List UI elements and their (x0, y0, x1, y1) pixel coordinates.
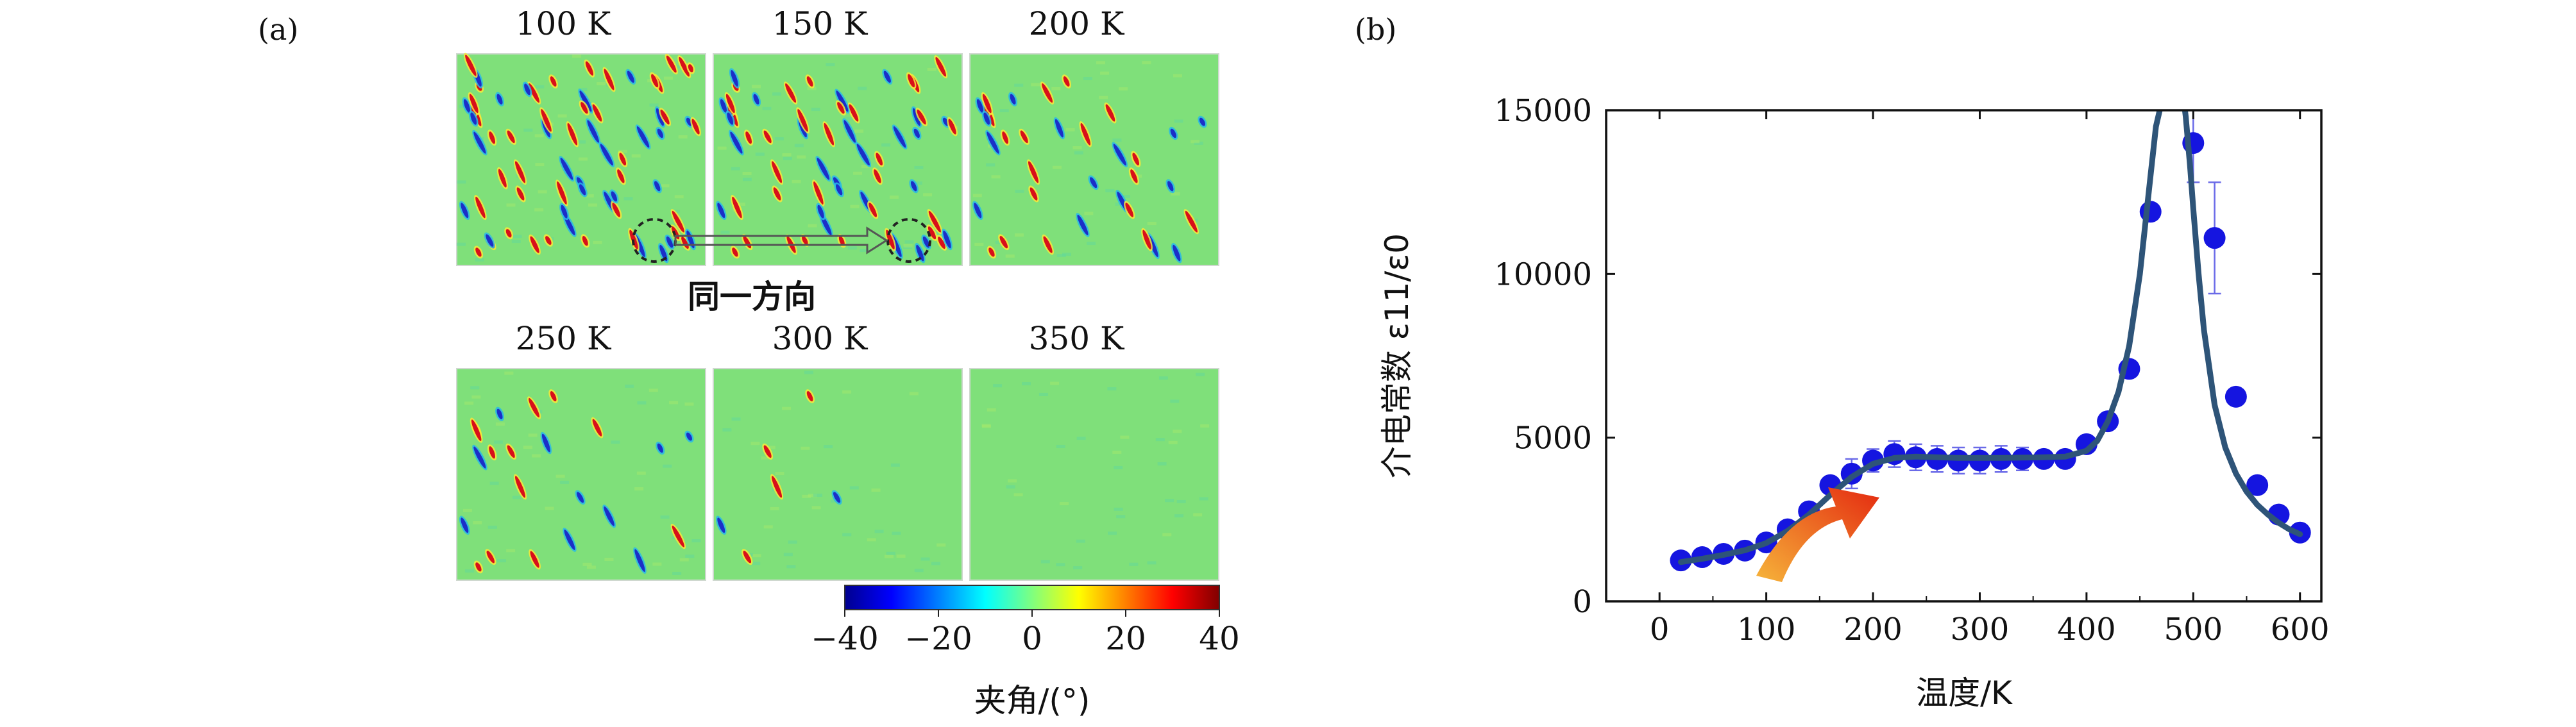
temperature-label-300k: 300 K (772, 320, 869, 357)
x-tick-label: 600 (2271, 612, 2330, 648)
same-direction-label: 同一方向 (688, 278, 816, 315)
same-direction-arrow (674, 226, 888, 255)
colorbar-tick-label: 0 (1022, 620, 1042, 657)
data-point (2246, 474, 2269, 496)
x-axis-ticks: 0 100 200 300 400 500 600 (1650, 110, 2330, 648)
domain-map-3 (456, 368, 706, 581)
y-axis-ticks: 0 5000 10000 15000 (1494, 93, 2321, 620)
chart-series (1670, 110, 2311, 572)
domain-map-0 (456, 53, 706, 266)
trend-arrow (1756, 487, 1879, 582)
colorbar-tick-label: −20 (904, 620, 972, 657)
y-tick-label: 5000 (1514, 421, 1592, 456)
temperature-label-150k: 150 K (772, 5, 869, 42)
temperature-label-250k: 250 K (516, 320, 612, 357)
panel-a: (a) 100 K 150 K 200 K 250 K 300 K 350 K … (258, 5, 1240, 719)
domain-map-5 (969, 368, 1219, 581)
domain-map-2 (969, 53, 1219, 266)
colorbar-ticks: −40 −20 0 20 40 (811, 610, 1240, 657)
panel-b-label: (b) (1355, 12, 1396, 47)
plot-frame (1605, 109, 2323, 603)
colorbar-title: 夹角/(°) (974, 682, 1090, 719)
colorbar (844, 585, 1220, 610)
y-tick-label: 15000 (1494, 93, 1592, 129)
x-tick-label: 300 (1951, 612, 2010, 648)
domain-map-4 (713, 368, 963, 581)
data-point (2203, 227, 2226, 249)
x-tick-label: 500 (2164, 612, 2223, 648)
x-axis-label: 温度/K (1916, 674, 2013, 712)
panel-a-label: (a) (258, 12, 298, 47)
y-axis-label: 介电常数 ε11/ε0 (1378, 233, 1416, 478)
temperature-label-100k: 100 K (516, 5, 612, 42)
y-tick-label: 0 (1572, 584, 1592, 620)
x-tick-label: 0 (1650, 612, 1670, 648)
same-direction-marker (632, 218, 931, 263)
colorbar-tick-label: 20 (1105, 620, 1146, 657)
y-tick-label: 10000 (1494, 256, 1592, 292)
fit-curve-1 (2182, 110, 2303, 537)
data-point (2224, 385, 2247, 408)
colorbar-tick-label: −40 (811, 620, 879, 657)
colorbar-tick-label: 40 (1199, 620, 1240, 657)
panel-b: (b) 0 100 200 300 400 500 600 050001000015000 … (1355, 12, 2330, 712)
temperature-label-200k: 200 K (1029, 5, 1125, 42)
x-tick-label: 400 (2057, 612, 2116, 648)
domain-maps (456, 53, 1219, 581)
x-tick-label: 200 (1843, 612, 1902, 648)
temperature-label-350k: 350 K (1029, 320, 1125, 357)
x-tick-label: 100 (1737, 612, 1796, 648)
fit-curve-0 (1678, 110, 2163, 565)
domain-map-1 (713, 53, 963, 266)
